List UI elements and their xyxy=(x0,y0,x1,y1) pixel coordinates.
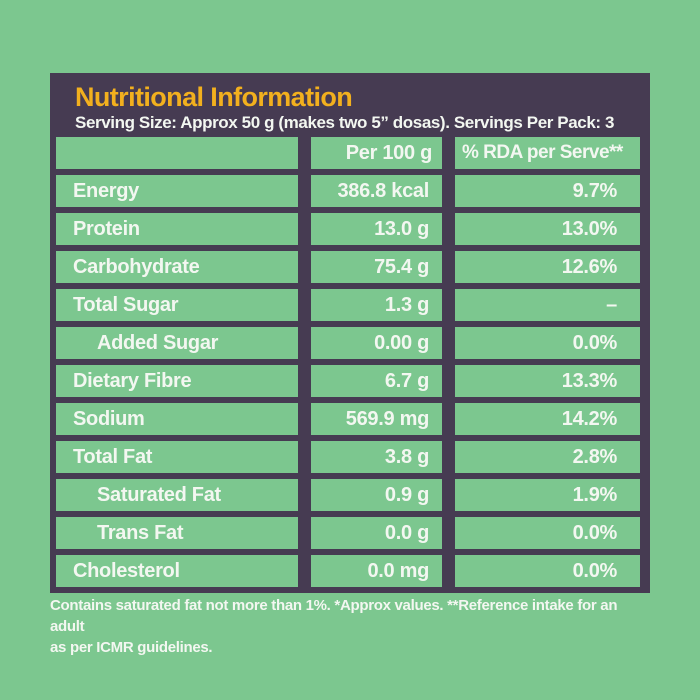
row-label: Added Sugar xyxy=(56,327,298,359)
row-per100-value: 3.8 g xyxy=(311,441,442,473)
row-label: Dietary Fibre xyxy=(56,365,298,397)
column-header-blank xyxy=(56,137,298,169)
row-per100-value: 1.3 g xyxy=(311,289,442,321)
row-rda-value: – xyxy=(455,289,640,321)
row-label: Total Fat xyxy=(56,441,298,473)
panel-header: Nutritional Information Serving Size: Ap… xyxy=(50,73,650,137)
row-per100-value: 0.0 g xyxy=(311,517,442,549)
row-rda-value: 1.9% xyxy=(455,479,640,511)
row-rda-value: 14.2% xyxy=(455,403,640,435)
row-per100-value: 386.8 kcal xyxy=(311,175,442,207)
row-rda-value: 13.3% xyxy=(455,365,640,397)
row-per100-value: 13.0 g xyxy=(311,213,442,245)
serving-size-line: Serving Size: Approx 50 g (makes two 5” … xyxy=(75,113,615,132)
row-label: Total Sugar xyxy=(56,289,298,321)
footnote: Contains saturated fat not more than 1%.… xyxy=(50,595,650,658)
row-label: Energy xyxy=(56,175,298,207)
row-rda-value: 0.0% xyxy=(455,555,640,587)
column-header-per-100g: Per 100 g xyxy=(311,137,442,169)
page-title: Nutritional Information xyxy=(75,82,353,112)
row-per100-value: 75.4 g xyxy=(311,251,442,283)
footnote-line-1: Contains saturated fat not more than 1%.… xyxy=(50,597,618,635)
nutrition-table: Per 100 g % RDA per Serve** Energy 386.8 kc… xyxy=(50,137,650,587)
row-per100-value: 0.00 g xyxy=(311,327,442,359)
row-label: Saturated Fat xyxy=(56,479,298,511)
nutrition-panel: Nutritional Information Serving Size: Ap… xyxy=(50,73,650,593)
row-rda-value: 9.7% xyxy=(455,175,640,207)
column-header-rda-per-serve: % RDA per Serve** xyxy=(455,137,640,169)
row-label: Sodium xyxy=(56,403,298,435)
row-rda-value: 2.8% xyxy=(455,441,640,473)
row-label: Carbohydrate xyxy=(56,251,298,283)
row-label: Protein xyxy=(56,213,298,245)
row-rda-value: 0.0% xyxy=(455,327,640,359)
row-label: Cholesterol xyxy=(56,555,298,587)
row-per100-value: 0.9 g xyxy=(311,479,442,511)
row-label: Trans Fat xyxy=(56,517,298,549)
footnote-line-2: as per ICMR guidelines. xyxy=(50,639,213,656)
row-rda-value: 13.0% xyxy=(455,213,640,245)
row-rda-value: 0.0% xyxy=(455,517,640,549)
row-rda-value: 12.6% xyxy=(455,251,640,283)
row-per100-value: 569.9 mg xyxy=(311,403,442,435)
row-per100-value: 6.7 g xyxy=(311,365,442,397)
row-per100-value: 0.0 mg xyxy=(311,555,442,587)
